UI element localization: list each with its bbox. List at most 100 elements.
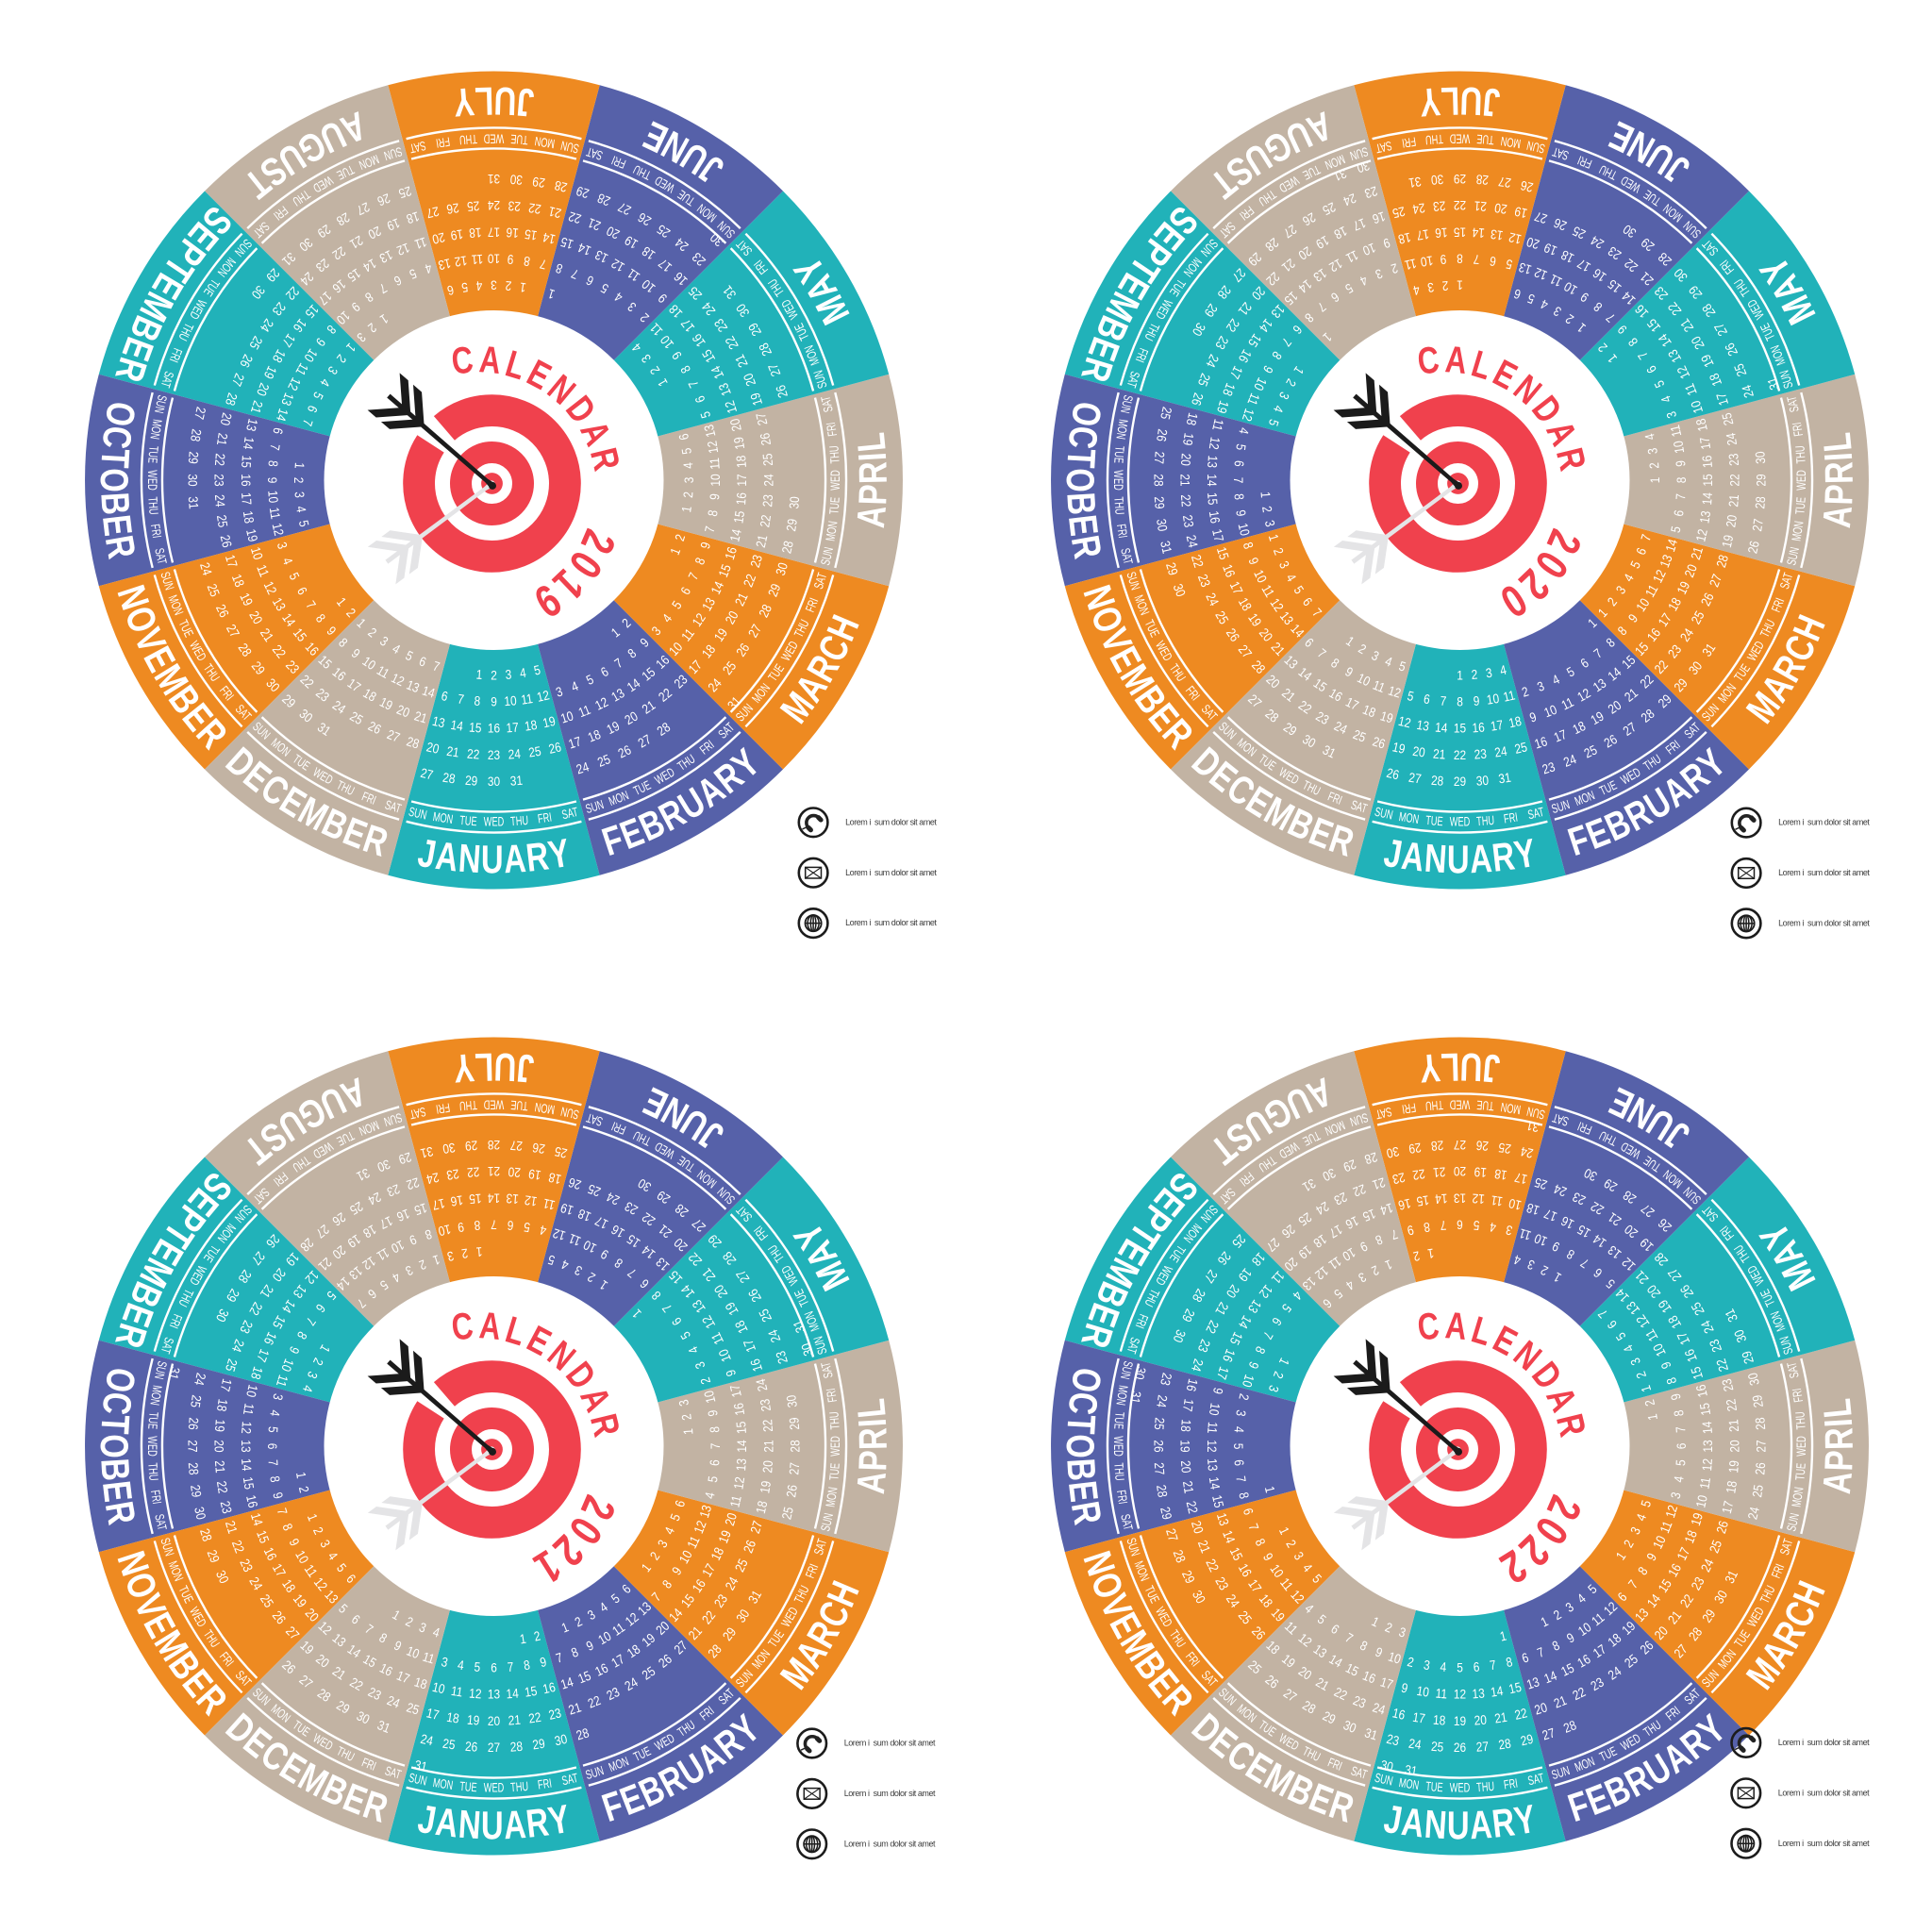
svg-text:1: 1 bbox=[291, 462, 308, 470]
svg-text:16: 16 bbox=[1681, 1347, 1700, 1364]
svg-text:12: 12 bbox=[389, 670, 407, 689]
svg-text:15: 15 bbox=[575, 1668, 592, 1687]
svg-text:A: A bbox=[503, 836, 527, 881]
svg-text:3: 3 bbox=[505, 667, 512, 683]
svg-text:16: 16 bbox=[592, 1660, 610, 1679]
svg-text:21: 21 bbox=[567, 1699, 583, 1717]
svg-text:13: 13 bbox=[239, 1440, 254, 1452]
svg-text:8: 8 bbox=[1457, 251, 1463, 266]
svg-text:11: 11 bbox=[541, 1195, 557, 1213]
svg-text:17: 17 bbox=[592, 1213, 610, 1232]
svg-text:30: 30 bbox=[1731, 1327, 1750, 1344]
svg-text:FRI: FRI bbox=[147, 524, 162, 540]
svg-text:23: 23 bbox=[508, 198, 521, 214]
svg-text:8: 8 bbox=[265, 460, 281, 468]
svg-text:16: 16 bbox=[1220, 1347, 1239, 1364]
svg-text:10: 10 bbox=[265, 490, 281, 503]
svg-text:MON: MON bbox=[824, 520, 841, 541]
svg-text:3: 3 bbox=[554, 684, 564, 700]
svg-text:Lorem i sum dolor sit amet: Lorem i sum dolor sit amet bbox=[845, 918, 937, 927]
svg-text:19: 19 bbox=[1180, 432, 1197, 447]
svg-text:28: 28 bbox=[405, 733, 421, 751]
svg-text:14: 14 bbox=[1435, 1191, 1448, 1207]
svg-text:C: C bbox=[94, 424, 141, 451]
svg-text:7: 7 bbox=[702, 525, 718, 534]
svg-text:2: 2 bbox=[291, 477, 307, 484]
svg-text:2: 2 bbox=[1441, 278, 1449, 294]
svg-text:30: 30 bbox=[185, 474, 200, 486]
svg-text:3: 3 bbox=[1397, 1624, 1407, 1641]
svg-text:10: 10 bbox=[1240, 1373, 1257, 1389]
svg-text:10: 10 bbox=[701, 1390, 719, 1406]
svg-text:13: 13 bbox=[431, 713, 447, 731]
svg-text:31: 31 bbox=[413, 1757, 429, 1774]
svg-text:11: 11 bbox=[471, 252, 484, 268]
svg-text:23: 23 bbox=[1195, 572, 1214, 589]
svg-text:12: 12 bbox=[1240, 407, 1257, 423]
svg-text:SUN: SUN bbox=[584, 798, 606, 816]
svg-text:9: 9 bbox=[1668, 1392, 1684, 1402]
svg-text:14: 14 bbox=[1699, 491, 1715, 505]
svg-text:A: A bbox=[433, 833, 460, 879]
svg-text:21: 21 bbox=[412, 708, 428, 725]
svg-text:19: 19 bbox=[1474, 1164, 1487, 1180]
svg-text:14: 14 bbox=[734, 1440, 749, 1452]
svg-text:20: 20 bbox=[431, 229, 447, 247]
svg-text:11: 11 bbox=[576, 702, 592, 721]
svg-text:FRI: FRI bbox=[435, 134, 451, 149]
svg-text:5: 5 bbox=[1397, 658, 1407, 675]
svg-text:22: 22 bbox=[1411, 1166, 1426, 1183]
svg-text:6: 6 bbox=[1674, 1443, 1689, 1450]
svg-text:29: 29 bbox=[464, 1138, 477, 1154]
svg-text:14: 14 bbox=[1205, 474, 1220, 486]
svg-text:25: 25 bbox=[467, 198, 480, 214]
svg-text:15: 15 bbox=[1205, 491, 1221, 505]
svg-text:22: 22 bbox=[1203, 1318, 1222, 1336]
svg-text:26: 26 bbox=[1371, 733, 1387, 751]
svg-text:25: 25 bbox=[595, 751, 612, 770]
svg-text:A: A bbox=[477, 339, 503, 382]
svg-text:23: 23 bbox=[1351, 1692, 1368, 1711]
svg-text:9: 9 bbox=[457, 1220, 465, 1236]
svg-text:Lorem i sum dolor sit amet: Lorem i sum dolor sit amet bbox=[1778, 868, 1870, 877]
svg-text:30: 30 bbox=[783, 1394, 800, 1409]
svg-text:21: 21 bbox=[212, 1460, 228, 1474]
svg-text:8: 8 bbox=[1671, 1409, 1687, 1418]
svg-text:15: 15 bbox=[469, 1191, 482, 1207]
svg-text:22: 22 bbox=[467, 746, 480, 762]
svg-text:10: 10 bbox=[1235, 522, 1253, 538]
svg-text:25: 25 bbox=[1321, 199, 1339, 218]
svg-text:SAT: SAT bbox=[812, 572, 829, 591]
svg-text:4: 4 bbox=[457, 1657, 465, 1674]
svg-text:22: 22 bbox=[1726, 474, 1741, 486]
svg-text:29: 29 bbox=[464, 773, 477, 789]
svg-text:3: 3 bbox=[1233, 1409, 1249, 1418]
svg-text:12: 12 bbox=[1397, 713, 1413, 731]
svg-text:13: 13 bbox=[1214, 1511, 1232, 1527]
svg-text:16: 16 bbox=[261, 1329, 280, 1347]
svg-text:14: 14 bbox=[239, 1457, 255, 1471]
svg-text:9: 9 bbox=[707, 493, 723, 501]
svg-text:27: 27 bbox=[192, 406, 209, 422]
svg-text:15: 15 bbox=[524, 226, 539, 243]
svg-text:9: 9 bbox=[1473, 693, 1480, 709]
svg-text:12: 12 bbox=[239, 1421, 255, 1434]
svg-text:2: 2 bbox=[1646, 462, 1662, 470]
svg-text:1: 1 bbox=[678, 505, 694, 513]
svg-text:23: 23 bbox=[1719, 1377, 1737, 1393]
svg-text:28: 28 bbox=[186, 1462, 202, 1475]
svg-text:19: 19 bbox=[527, 1166, 542, 1183]
svg-text:15: 15 bbox=[1214, 545, 1232, 561]
svg-text:29: 29 bbox=[1754, 474, 1769, 486]
svg-text:TUE: TUE bbox=[459, 814, 478, 828]
svg-text:5: 5 bbox=[474, 1659, 481, 1675]
svg-text:18: 18 bbox=[1178, 1419, 1194, 1432]
svg-text:31: 31 bbox=[165, 1365, 183, 1381]
svg-text:24: 24 bbox=[1519, 1143, 1535, 1161]
svg-text:18: 18 bbox=[1183, 411, 1201, 427]
svg-text:26: 26 bbox=[237, 352, 256, 370]
svg-text:7: 7 bbox=[431, 658, 441, 675]
svg-text:13: 13 bbox=[1205, 455, 1221, 468]
svg-text:11: 11 bbox=[1667, 424, 1685, 439]
svg-text:Lorem i sum dolor sit amet: Lorem i sum dolor sit amet bbox=[1778, 1839, 1870, 1848]
